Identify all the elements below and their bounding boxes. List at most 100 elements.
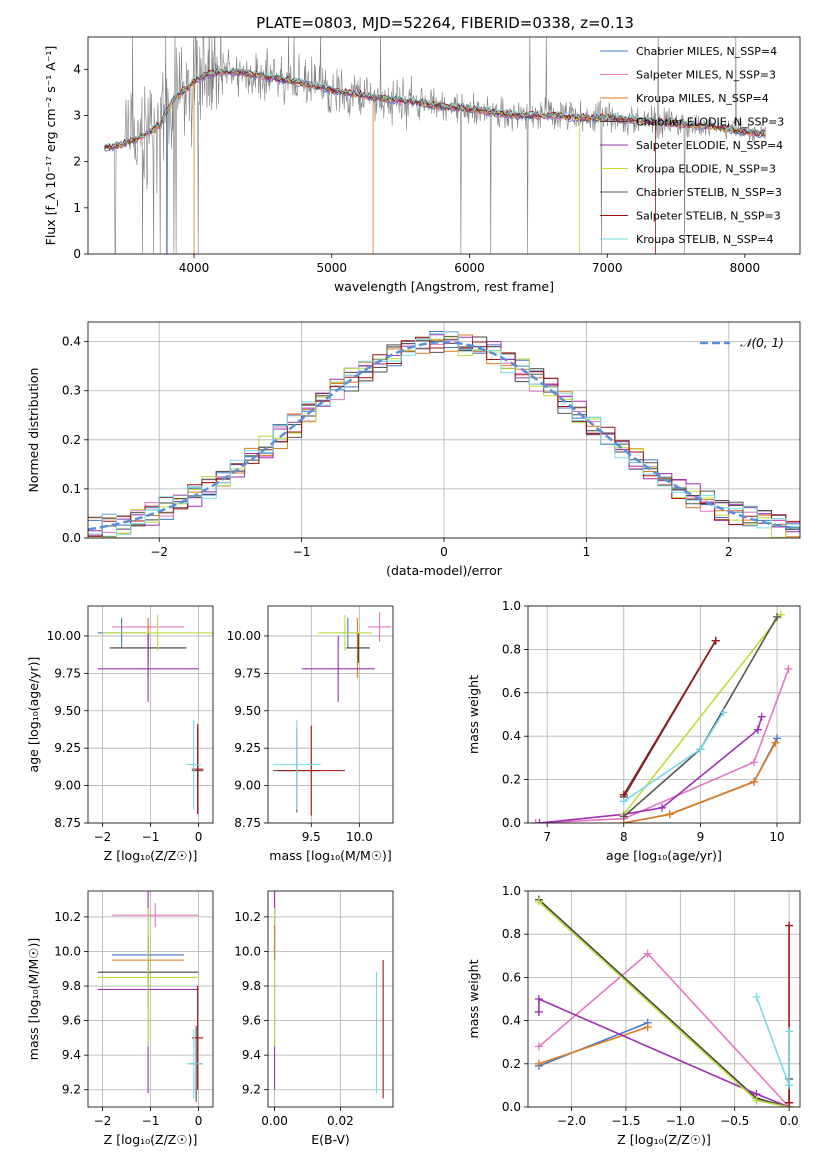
x-axis-label: (data-model)/error: [386, 563, 503, 578]
x-tick-label: −1: [142, 1114, 160, 1128]
y-tick-label: 0.4: [502, 1014, 521, 1028]
x-axis-label: Z [log₁₀(Z/Z☉)]: [617, 1132, 711, 1147]
y-tick-label: 9.2: [242, 1083, 261, 1097]
y-tick-label: 1.0: [502, 884, 521, 898]
series-line-salpeter_elodie: [538, 997, 790, 1107]
y-tick-label: 9.75: [54, 666, 81, 680]
x-axis-label: mass [log₁₀(M/M☉)]: [269, 848, 391, 863]
point-marker-salpeter_elodie: [753, 725, 762, 734]
series-line-chabrier_elodie: [538, 899, 790, 1107]
y-tick-label: 9.2: [62, 1083, 81, 1097]
point-marker-chabrier_miles: [773, 734, 782, 743]
y-axis-label: age [log₁₀(age/yr)]: [26, 657, 41, 773]
axes-frame: [87, 890, 214, 1108]
y-axis-label: mass weight: [466, 675, 481, 754]
mass-weight-lines: [531, 610, 793, 823]
x-axis-label: age [log₁₀(age/yr)]: [606, 848, 722, 863]
y-tick-label: 0.2: [62, 433, 81, 447]
y-tick-label: 9.6: [242, 1014, 261, 1028]
series-line-kroupa_miles: [538, 1026, 648, 1065]
point-marker-kroupa_miles: [643, 1023, 652, 1032]
axes-frame: [87, 321, 801, 539]
y-tick-label: 9.8: [62, 979, 81, 993]
y-tick-label: 0.0: [502, 816, 521, 830]
y-axis-label: mass weight: [466, 959, 481, 1038]
x-tick-label: 0: [195, 830, 203, 844]
series-line-chabrier_miles: [538, 1022, 648, 1067]
point-marker-kroupa_stelib: [752, 992, 761, 1001]
axes-frame: [87, 36, 801, 255]
x-tick-label: 8000: [730, 261, 761, 275]
y-tick-label: 0.4: [62, 335, 81, 349]
series-line-kroupa_stelib: [755, 996, 790, 1086]
histogram-kroupa_stelib: [88, 331, 800, 536]
mass-weight-lines: [534, 895, 794, 1107]
axes-frame: [87, 605, 214, 824]
y-tick-label: 9.50: [54, 704, 81, 718]
y-tick-label: 10.2: [54, 910, 81, 924]
x-tick-label: 9.5: [302, 830, 321, 844]
x-tick-label: 1: [583, 545, 591, 559]
y-tick-label: 1.0: [502, 599, 521, 613]
y-axis-label: Normed distribution: [26, 368, 41, 493]
point-marker-kroupa_stelib: [719, 708, 728, 717]
y-tick-label: 2: [73, 155, 81, 169]
x-tick-label: 7: [543, 830, 551, 844]
x-tick-label: −2.0: [557, 1114, 586, 1128]
y-tick-label: 0.8: [502, 927, 521, 941]
y-tick-label: 8.75: [54, 816, 81, 830]
y-tick-label: 9.25: [234, 741, 261, 755]
y-tick-label: 9.4: [62, 1048, 81, 1062]
errorbars: [97, 891, 204, 1102]
x-tick-label: 0.0: [780, 1114, 799, 1128]
x-axis-label: E(B-V): [311, 1132, 350, 1147]
x-tick-label: 2: [725, 545, 733, 559]
point-marker-kroupa_miles: [534, 1059, 543, 1068]
point-marker-chabrier_stelib: [619, 812, 628, 821]
legend-entry: Salpeter STELIB, N_SSP=3: [636, 210, 781, 223]
x-tick-label: −1.0: [666, 1114, 695, 1128]
y-tick-label: 0: [73, 247, 81, 261]
x-tick-label: 0.02: [327, 1114, 354, 1128]
y-tick-label: 10.00: [227, 629, 261, 643]
x-tick-label: −1: [293, 545, 311, 559]
y-tick-label: 9.00: [234, 779, 261, 793]
point-marker-salpeter_miles: [784, 664, 793, 673]
histogram-salpeter_stelib: [88, 336, 800, 537]
point-marker-kroupa_stelib: [619, 797, 628, 806]
x-tick-label: 0.00: [261, 1114, 288, 1128]
y-tick-label: 9.00: [54, 779, 81, 793]
y-tick-label: 10.2: [234, 910, 261, 924]
figure-title: PLATE=0803, MJD=52264, FIBERID=0338, z=0…: [256, 14, 634, 32]
point-marker-kroupa_elodie: [752, 1096, 761, 1105]
point-marker-salpeter_elodie: [658, 803, 667, 812]
model-spectrum-kroupa_stelib: [104, 67, 766, 148]
y-tick-label: 0.3: [62, 384, 81, 398]
point-marker-salpeter_miles: [534, 1042, 543, 1051]
axes-frame: [527, 605, 801, 824]
point-marker-kroupa_elodie: [534, 897, 543, 906]
y-tick-label: 10.0: [234, 944, 261, 958]
y-tick-label: 1: [73, 201, 81, 215]
y-tick-label: 9.6: [62, 1014, 81, 1028]
series-line-salpeter_miles: [538, 952, 790, 1107]
point-marker-kroupa_stelib: [696, 745, 705, 754]
y-tick-label: 9.75: [234, 666, 261, 680]
point-marker-salpeter_miles: [643, 949, 652, 958]
x-tick-label: 0: [440, 545, 448, 559]
axes-frame: [267, 605, 394, 824]
legend-entry: Chabrier ELODIE, N_SSP=3: [636, 116, 784, 129]
point-marker-salpeter_elodie: [757, 712, 766, 721]
y-tick-label: 8.75: [234, 816, 261, 830]
point-marker-salpeter_elodie: [535, 819, 544, 823]
series-line-kroupa_elodie: [538, 901, 790, 1107]
y-tick-label: 3: [73, 108, 81, 122]
point-marker-kroupa_miles: [665, 810, 674, 819]
point-marker-salpeter_miles: [531, 819, 540, 823]
legend-entry: Chabrier STELIB, N_SSP=3: [636, 186, 782, 199]
observed-spectrum: [104, 37, 766, 254]
y-tick-label: 0.2: [502, 1057, 521, 1071]
legend-entry: Chabrier MILES, N_SSP=4: [636, 45, 777, 58]
y-tick-label: 9.50: [234, 704, 261, 718]
